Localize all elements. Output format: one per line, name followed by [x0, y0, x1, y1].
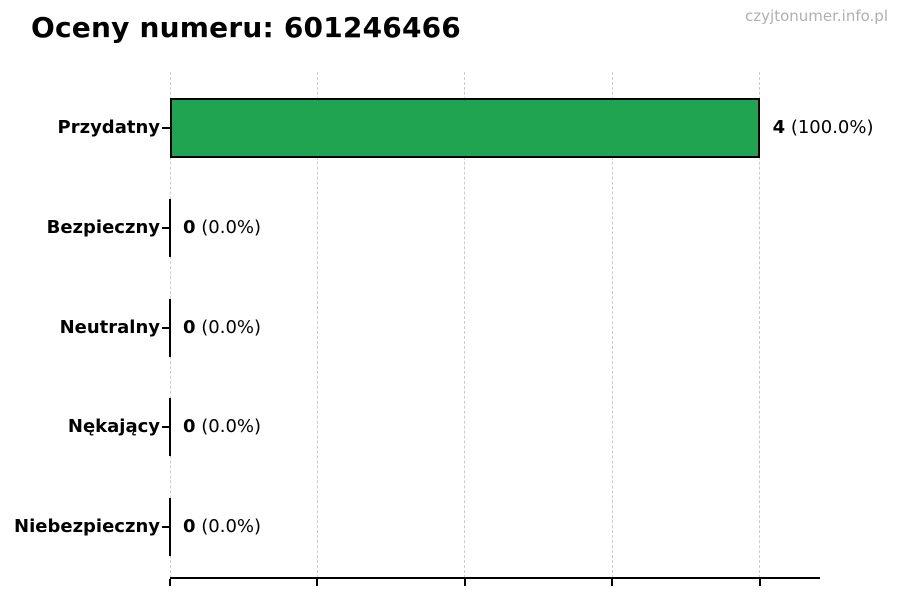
x-axis-tick [611, 579, 614, 586]
value-label: 0 (0.0%) [183, 298, 261, 358]
bar-row: Przydatny 4 (100.0%) [58, 98, 874, 158]
value-label: 0 (0.0%) [183, 198, 261, 258]
y-axis-tick [162, 426, 170, 429]
bar-zero-line [169, 398, 171, 457]
x-axis-line [170, 577, 820, 579]
y-axis-tick [162, 127, 170, 129]
plot-area: Przydatny 4 (100.0%) Bezpieczny 0 (0.0%) Neu… [14, 72, 874, 586]
value-number: 4 [772, 117, 786, 138]
category-label: Nękający [67, 416, 160, 438]
bar-row: Neutralny 0 (0.0%) [60, 298, 820, 358]
gridline [316, 72, 318, 578]
x-axis-tick [463, 579, 466, 586]
category-label: Bezpieczny [46, 216, 160, 238]
x-axis-tick [316, 579, 319, 586]
x-axis-tick [758, 579, 761, 586]
y-axis-tick [162, 326, 170, 329]
bar-zero-line [169, 498, 171, 557]
category-label: Przydatny [57, 117, 160, 138]
y-axis-tick [162, 226, 170, 229]
watermark: czyjtonumer.info.pl [745, 7, 888, 25]
gridline [464, 72, 466, 578]
bar-zero-line [169, 298, 171, 357]
bar-row: Nękający 0 (0.0%) [68, 397, 820, 457]
value-percent: (0.0%) [195, 416, 262, 438]
value-number: 0 [183, 416, 196, 438]
value-label: 0 (0.0%) [183, 397, 261, 457]
bar-row: Niebezpieczny 0 (0.0%) [14, 497, 820, 557]
value-label: 4 (100.0%) [773, 98, 874, 158]
category-label: Neutralny [59, 316, 160, 338]
chart-title: Oceny numeru: 601246466 [31, 11, 461, 44]
gridline [759, 72, 761, 578]
value-percent: (0.0%) [195, 216, 262, 238]
category-label: Niebezpieczny [14, 516, 160, 538]
value-number: 0 [183, 316, 196, 338]
value-label: 0 (0.0%) [183, 497, 261, 557]
bar [170, 98, 760, 158]
x-axis-tick [169, 579, 171, 586]
value-percent: (0.0%) [195, 316, 262, 338]
bar-row: Bezpieczny 0 (0.0%) [47, 198, 820, 258]
gridline [611, 72, 613, 578]
value-number: 0 [183, 216, 196, 238]
value-percent: (0.0%) [195, 516, 262, 538]
y-axis-tick [162, 526, 170, 529]
bar-zero-line [169, 198, 171, 257]
value-number: 0 [183, 516, 196, 538]
value-percent: (100.0%) [785, 117, 874, 138]
